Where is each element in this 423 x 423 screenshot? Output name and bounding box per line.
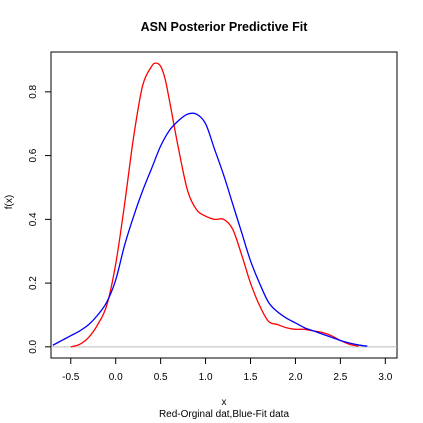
blue-density-line	[52, 112, 368, 347]
x-tick-label: 0.0	[109, 372, 123, 383]
x-tick-label: 2.5	[333, 372, 347, 383]
series-layer	[52, 62, 368, 348]
x-tick-label: 1.5	[244, 372, 258, 383]
y-tick-label: 0.2	[28, 276, 39, 290]
x-tick-label: 0.5	[154, 372, 168, 383]
x-axis-label: x	[222, 397, 227, 408]
y-tick-label: 0.0	[28, 339, 39, 353]
x-axis-subtitle: Red-Orginal dat,Blue-Fit data	[159, 409, 290, 420]
y-tick-label: 0.8	[28, 84, 39, 98]
x-tick-label: 2.0	[288, 372, 302, 383]
x-tick-label: 1.0	[199, 372, 213, 383]
y-axis: 0.0 0.2 0.4 0.6 0.8	[28, 84, 52, 354]
red-density-line	[70, 62, 359, 348]
x-axis: -0.5 0.0 0.5 1.0 1.5 2.0 2.5 3.0	[62, 357, 393, 383]
x-tick-label: -0.5	[62, 372, 80, 383]
plot-frame	[50, 51, 398, 359]
y-tick-label: 0.6	[28, 148, 39, 162]
chart-title: ASN Posterior Predictive Fit	[141, 20, 309, 34]
y-axis-label: f(x)	[4, 195, 15, 209]
y-tick-label: 0.4	[28, 212, 39, 226]
x-tick-label: 3.0	[378, 372, 392, 383]
